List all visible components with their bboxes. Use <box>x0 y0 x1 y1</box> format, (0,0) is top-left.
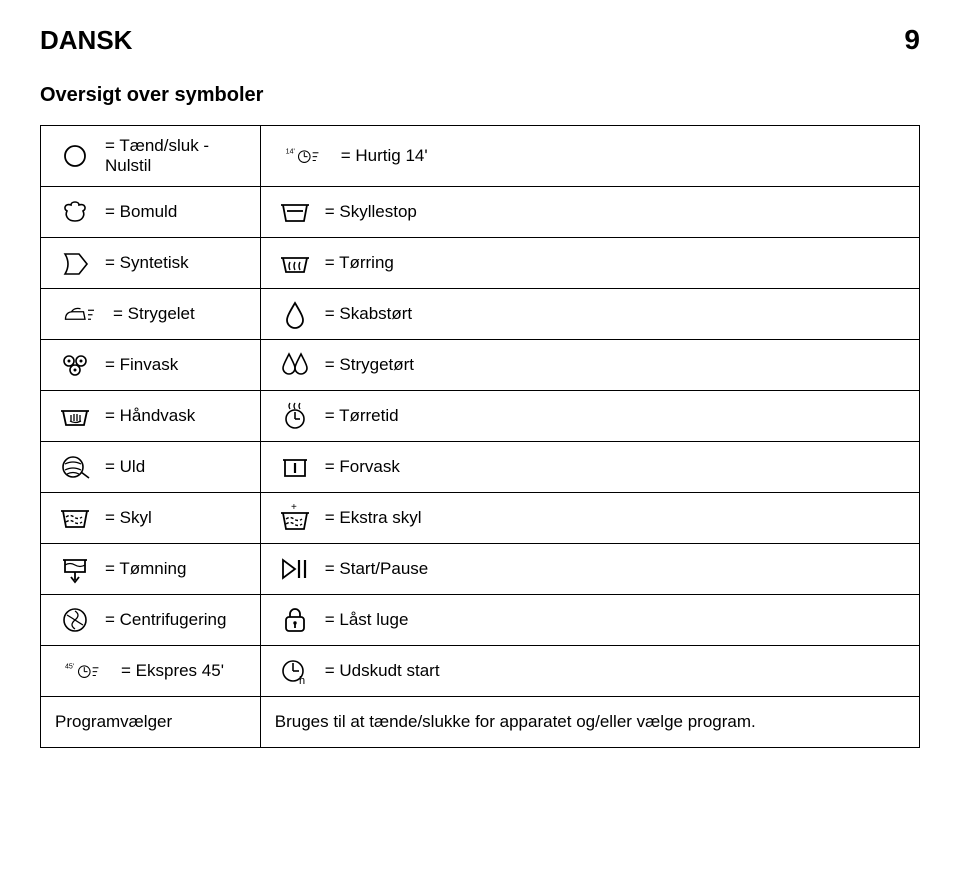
handwash-icon <box>55 401 95 431</box>
symbol-label: = Skyl <box>105 508 152 528</box>
table-row: = Syntetisk = Tørring <box>41 238 920 289</box>
page-number: 9 <box>904 24 920 56</box>
symbol-label: = Centrifugering <box>105 610 226 630</box>
iron-icon <box>55 299 103 329</box>
drop-single-icon <box>275 299 315 329</box>
dry-heat-icon <box>275 248 315 278</box>
drain-icon <box>55 554 95 584</box>
svg-text:14': 14' <box>285 148 294 155</box>
wool-icon <box>55 452 95 482</box>
symbol-label: = Tømning <box>105 559 186 579</box>
cotton-icon <box>55 197 95 227</box>
spin-icon <box>55 605 95 635</box>
table-row: = Bomuld = Skyllestop <box>41 187 920 238</box>
symbol-label: = Uld <box>105 457 145 477</box>
table-row: = Strygelet = Skabstørt <box>41 289 920 340</box>
extra-rinse-icon: + <box>275 503 315 533</box>
footer-right: Bruges til at tænde/slukke for apparatet… <box>275 712 756 731</box>
table-row: = Finvask = Strygetørt <box>41 340 920 391</box>
delicate-icon <box>55 350 95 380</box>
language-label: DANSK <box>40 25 132 56</box>
table-row: = Håndvask = Tørretid <box>41 391 920 442</box>
symbol-label: = Forvask <box>325 457 400 477</box>
rinse-icon <box>55 503 95 533</box>
footer-left: Programvælger <box>55 712 172 731</box>
symbol-label: = Skabstørt <box>325 304 412 324</box>
table-row: Programvælger Bruges til at tænde/slukke… <box>41 697 920 748</box>
symbol-label: = Finvask <box>105 355 178 375</box>
table-row: 45' = Ekspres 45' h <box>41 646 920 697</box>
symbol-label: = Syntetisk <box>105 253 189 273</box>
clock-delay-icon: h <box>275 656 315 686</box>
clock-45-icon: 45' <box>55 656 111 686</box>
lock-icon <box>275 605 315 635</box>
basin-stop-icon <box>275 197 315 227</box>
symbol-label: = Ekspres 45' <box>121 661 224 681</box>
section-title: Oversigt over symboler <box>40 84 920 107</box>
synthetic-icon <box>55 248 95 278</box>
symbol-label: = Tørring <box>325 253 394 273</box>
clock-14-icon: 14' <box>275 141 331 171</box>
table-row: = Skyl + = Ekstra skyl <box>41 493 920 544</box>
table-row: = Tænd/sluk - Nulstil 14' <box>41 126 920 187</box>
symbol-label: = Strygelet <box>113 304 195 324</box>
table-row: = Centrifugering = Låst luge <box>41 595 920 646</box>
symbol-label: = Skyllestop <box>325 202 417 222</box>
svg-text:+: + <box>291 503 297 513</box>
symbol-label: = Ekstra skyl <box>325 508 422 528</box>
power-icon <box>55 141 95 171</box>
symbol-label: = Låst luge <box>325 610 409 630</box>
drop-double-icon <box>275 350 315 380</box>
table-row: = Tømning = Start/Pause <box>41 544 920 595</box>
symbols-table: = Tænd/sluk - Nulstil 14' <box>40 125 920 748</box>
table-row: = Uld = Forvask <box>41 442 920 493</box>
symbol-label: = Bomuld <box>105 202 177 222</box>
symbol-label: = Håndvask <box>105 406 195 426</box>
svg-text:45': 45' <box>65 663 74 670</box>
symbol-label: = Start/Pause <box>325 559 428 579</box>
symbol-label: = Hurtig 14' <box>341 146 428 166</box>
clock-heat-icon <box>275 401 315 431</box>
svg-text:h: h <box>299 675 305 686</box>
symbol-label: = Tænd/sluk - Nulstil <box>105 136 246 176</box>
symbol-label: = Tørretid <box>325 406 399 426</box>
prewash-icon <box>275 452 315 482</box>
header: DANSK 9 <box>40 24 920 56</box>
symbol-label: = Strygetørt <box>325 355 414 375</box>
start-pause-icon <box>275 554 315 584</box>
symbol-label: = Udskudt start <box>325 661 440 681</box>
